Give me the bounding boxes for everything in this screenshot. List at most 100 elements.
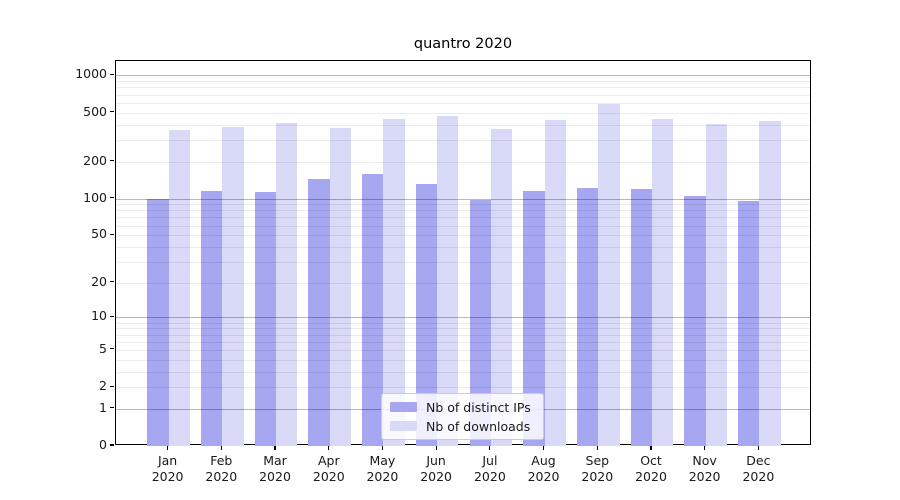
bar-nb-of-downloads-nov [705, 123, 727, 446]
x-tick-year-jul: 2020 [473, 468, 506, 484]
legend-label-distinct-ips: Nb of distinct IPs [426, 399, 531, 415]
x-tick-mark-jan [167, 445, 169, 450]
x-tick-mark-nov [704, 445, 706, 450]
x-tick-year-jun: 2020 [420, 468, 452, 484]
x-tick-label-aug: Aug 2020 [516, 453, 572, 484]
bar-nb-of-distinct-ips-aug [523, 191, 545, 446]
legend: Nb of distinct IPs Nb of downloads [381, 393, 544, 440]
x-tick-mark-mar [274, 445, 276, 450]
y-tick-label-200: 200 [83, 152, 107, 168]
x-tick-mark-may [381, 445, 383, 450]
x-tick-month-dec: Dec [746, 453, 771, 468]
x-tick-year-oct: 2020 [635, 468, 667, 484]
x-tick-label-dec: Dec 2020 [730, 453, 786, 484]
x-tick-year-apr: 2020 [312, 468, 345, 484]
bar-nb-of-downloads-jan [168, 130, 190, 446]
x-tick-year-mar: 2020 [259, 468, 291, 484]
y-tick-mark-5 [110, 348, 115, 350]
x-tick-mark-aug [542, 445, 545, 450]
x-tick-month-jan: Jan [157, 453, 178, 468]
x-tick-mark-feb [220, 445, 222, 450]
y-tick-mark-1 [110, 407, 115, 409]
bar-nb-of-downloads-oct [652, 118, 674, 446]
bar-nb-of-distinct-ips-mar [254, 192, 276, 446]
x-tick-month-jun: Jun [426, 453, 446, 468]
x-tick-label-may: May 2020 [354, 453, 410, 484]
x-tick-label-jan: Jan 2020 [140, 453, 196, 484]
x-tick-label-jun: Jun 2020 [408, 453, 464, 484]
y-tick-mark-500 [110, 111, 115, 113]
x-tick-month-mar: Mar [263, 453, 287, 468]
x-tick-year-dec: 2020 [742, 468, 775, 484]
x-tick-mark-dec [757, 445, 759, 450]
y-tick-label-10: 10 [91, 308, 107, 324]
legend-swatch-downloads [390, 421, 417, 431]
x-tick-month-nov: Nov [692, 453, 717, 468]
bar-nb-of-downloads-apr [329, 128, 352, 446]
x-tick-label-feb: Feb 2020 [193, 453, 249, 484]
bar-nb-of-downloads-may [383, 119, 405, 446]
y-tick-mark-100 [110, 196, 115, 199]
y-tick-mark-20 [110, 281, 115, 283]
y-tick-label-2: 2 [99, 378, 107, 394]
legend-row-downloads: Nb of downloads [390, 418, 531, 434]
bar-nb-of-downloads-mar [276, 123, 298, 446]
legend-row-distinct-ips: Nb of distinct IPs [390, 399, 531, 415]
x-tick-label-oct: Oct 2020 [623, 453, 679, 484]
x-tick-mark-sep [596, 445, 598, 450]
bar-nb-of-downloads-aug [544, 120, 566, 446]
x-tick-mark-apr [328, 445, 330, 450]
bar-nb-of-downloads-dec [759, 121, 781, 446]
bars-layer [116, 61, 810, 446]
y-tick-mark-2 [110, 385, 115, 387]
y-tick-mark-50 [110, 233, 115, 235]
bar-nb-of-distinct-ips-sep [576, 187, 599, 446]
bar-nb-of-downloads-feb [222, 127, 244, 446]
x-tick-year-nov: 2020 [688, 468, 721, 484]
bar-nb-of-distinct-ips-apr [308, 179, 330, 446]
y-tick-mark-10 [110, 315, 115, 317]
bar-nb-of-distinct-ips-feb [201, 190, 223, 446]
x-tick-year-jan: 2020 [151, 468, 184, 484]
x-tick-label-nov: Nov 2020 [677, 453, 733, 484]
bar-nb-of-distinct-ips-jun [415, 184, 438, 446]
x-tick-month-may: May [369, 453, 396, 468]
x-tick-label-jul: Jul 2020 [462, 453, 518, 484]
y-tick-mark-0 [110, 444, 115, 446]
x-tick-year-may: 2020 [366, 468, 399, 484]
bar-nb-of-distinct-ips-may [362, 174, 384, 446]
plot-area: Nb of distinct IPs Nb of downloads [115, 60, 811, 446]
bar-nb-of-distinct-ips-nov [684, 195, 706, 446]
y-tick-mark-1000 [110, 73, 115, 75]
x-tick-year-aug: 2020 [527, 468, 560, 484]
y-tick-label-5: 5 [99, 340, 107, 356]
x-tick-month-sep: Sep [585, 453, 610, 468]
y-tick-label-1: 1 [99, 399, 107, 415]
y-tick-label-0: 0 [99, 437, 107, 452]
y-tick-label-50: 50 [91, 226, 107, 242]
y-tick-label-20: 20 [91, 273, 107, 289]
bar-nb-of-downloads-jun [437, 115, 459, 446]
x-tick-mark-oct [650, 445, 652, 450]
x-tick-label-sep: Sep 2020 [569, 453, 625, 484]
bar-nb-of-downloads-sep [598, 103, 620, 446]
x-tick-year-feb: 2020 [205, 468, 238, 484]
y-tick-label-1000: 1000 [75, 66, 107, 82]
x-tick-month-aug: Aug [531, 453, 556, 468]
x-tick-year-sep: 2020 [581, 468, 614, 484]
x-tick-month-apr: Apr [317, 453, 340, 468]
x-tick-month-feb: Feb [210, 453, 233, 468]
x-tick-mark-jul [489, 445, 491, 450]
bar-nb-of-distinct-ips-oct [630, 188, 652, 446]
legend-swatch-distinct-ips [390, 402, 417, 412]
chart-title: quantro 2020 [413, 36, 513, 52]
x-tick-month-oct: Oct [640, 453, 662, 468]
bar-nb-of-downloads-jul [490, 128, 513, 446]
x-tick-label-apr: Apr 2020 [301, 453, 357, 484]
bar-nb-of-distinct-ips-dec [738, 200, 760, 446]
y-tick-label-100: 100 [83, 189, 107, 205]
bar-nb-of-distinct-ips-jul [469, 199, 491, 446]
x-tick-label-mar: Mar 2020 [247, 453, 303, 484]
x-tick-month-jul: Jul [482, 453, 498, 468]
